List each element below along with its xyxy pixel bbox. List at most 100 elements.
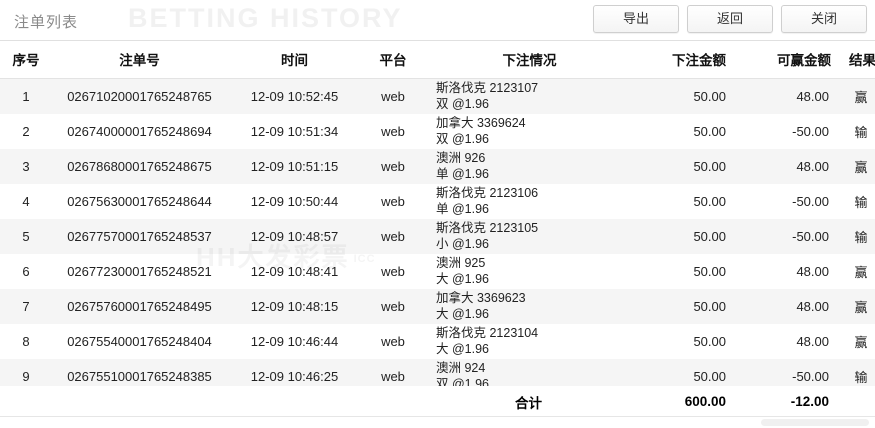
cell-index: 6 xyxy=(0,253,52,289)
bet-detail-wrapper: 加拿大 3369624 双 @1.96 xyxy=(436,114,623,149)
table-row[interactable]: 2 02674000001765248694 12-09 10:51:34 web 加拿… xyxy=(0,113,875,149)
watermark-top-text: BETTING HISTORY xyxy=(128,3,403,33)
cell-payout: 48.00 xyxy=(744,253,847,289)
page-title: 注单列表 xyxy=(14,14,79,31)
cell-index: 2 xyxy=(0,113,52,149)
cell-payout: 48.00 xyxy=(744,78,847,114)
bet-pick: 单 @1.96 xyxy=(436,202,489,216)
cell-platform: web xyxy=(362,253,424,289)
table-row[interactable]: 5 02677570001765248537 12-09 10:48:57 web 斯洛… xyxy=(0,218,875,254)
table-row[interactable]: 6 02677230001765248521 12-09 10:48:41 web 澳洲… xyxy=(0,253,875,289)
column-header-bet-detail[interactable]: 下注情况 xyxy=(424,41,633,79)
bet-pick: 大 @1.96 xyxy=(436,272,489,286)
cell-result: 赢 xyxy=(847,323,875,359)
bet-pick: 大 @1.96 xyxy=(436,307,489,321)
bet-detail-wrapper: 加拿大 3369623 大 @1.96 xyxy=(436,289,623,324)
bet-detail-wrapper: 澳洲 926 单 @1.96 xyxy=(436,149,623,184)
cell-order-no: 02674000001765248694 xyxy=(52,113,227,149)
cell-stake: 50.00 xyxy=(633,218,744,254)
cell-order-no: 02677570001765248537 xyxy=(52,218,227,254)
cell-payout: -50.00 xyxy=(744,183,847,219)
table-row[interactable]: 3 02678680001765248675 12-09 10:51:15 web 澳洲… xyxy=(0,148,875,184)
column-header-result[interactable]: 结果 xyxy=(847,41,875,79)
table-row[interactable]: 4 02675630001765248644 12-09 10:50:44 web 斯洛… xyxy=(0,183,875,219)
cell-payout: -50.00 xyxy=(744,113,847,149)
close-button[interactable]: 关闭 xyxy=(781,5,867,33)
column-header-stake[interactable]: 下注金额 xyxy=(633,41,744,79)
cell-bet-detail: 加拿大 3369623 大 @1.96 xyxy=(424,288,633,324)
cell-time: 12-09 10:46:44 xyxy=(227,323,362,359)
cell-stake: 50.00 xyxy=(633,288,744,324)
export-button[interactable]: 导出 xyxy=(593,5,679,33)
bet-game: 澳洲 925 xyxy=(436,256,486,270)
cell-payout: 48.00 xyxy=(744,148,847,184)
cell-result: 赢 xyxy=(847,148,875,184)
table-row[interactable]: 7 02675760001765248495 12-09 10:48:15 web 加拿… xyxy=(0,288,875,324)
cell-bet-detail: 斯洛伐克 2123107 双 @1.96 xyxy=(424,78,633,114)
table-body: 1 02671020001765248765 12-09 10:52:45 web 斯洛… xyxy=(0,78,875,394)
cell-bet-detail: 斯洛伐克 2123106 单 @1.96 xyxy=(424,183,633,219)
cell-result: 输 xyxy=(847,113,875,149)
bet-detail-wrapper: 斯洛伐克 2123105 小 @1.96 xyxy=(436,219,623,254)
bet-game: 加拿大 3369624 xyxy=(436,116,526,130)
cell-time: 12-09 10:51:34 xyxy=(227,113,362,149)
betting-history-table-container[interactable]: 序号 注单号 时间 平台 下注情况 下注金额 可赢金额 结果 1 02671020… xyxy=(0,41,875,428)
totals-payout-value: -12.00 xyxy=(790,394,829,409)
bet-pick: 双 @1.96 xyxy=(436,97,489,111)
cell-payout: 48.00 xyxy=(744,323,847,359)
cell-payout: -50.00 xyxy=(744,218,847,254)
totals-label: 合计 xyxy=(515,395,542,411)
cell-time: 12-09 10:48:57 xyxy=(227,218,362,254)
column-header-time[interactable]: 时间 xyxy=(227,41,362,79)
table-row[interactable]: 8 02675540001765248404 12-09 10:46:44 web 斯洛… xyxy=(0,323,875,359)
bet-game: 加拿大 3369623 xyxy=(436,291,526,305)
window-titlebar: 注单列表 BETTING HISTORY 导出 返回 关闭 xyxy=(0,0,875,41)
cell-index: 5 xyxy=(0,218,52,254)
bet-game: 澳洲 926 xyxy=(436,151,486,165)
cell-stake: 50.00 xyxy=(633,113,744,149)
cell-platform: web xyxy=(362,113,424,149)
cell-order-no: 02675630001765248644 xyxy=(52,183,227,219)
cell-bet-detail: 斯洛伐克 2123104 大 @1.96 xyxy=(424,323,633,359)
cell-platform: web xyxy=(362,148,424,184)
cell-bet-detail: 加拿大 3369624 双 @1.96 xyxy=(424,113,633,149)
cell-result: 输 xyxy=(847,218,875,254)
bet-game: 斯洛伐克 2123104 xyxy=(436,326,539,340)
column-header-index[interactable]: 序号 xyxy=(0,41,52,79)
back-button[interactable]: 返回 xyxy=(687,5,773,33)
cell-platform: web xyxy=(362,218,424,254)
table-row[interactable]: 1 02671020001765248765 12-09 10:52:45 web 斯洛… xyxy=(0,78,875,114)
bet-game: 斯洛伐克 2123107 xyxy=(436,81,539,95)
cell-platform: web xyxy=(362,183,424,219)
bet-pick: 小 @1.96 xyxy=(436,237,489,251)
bet-game: 斯洛伐克 2123105 xyxy=(436,221,539,235)
bet-detail-wrapper: 斯洛伐克 2123107 双 @1.96 xyxy=(436,79,623,114)
column-header-platform[interactable]: 平台 xyxy=(362,41,424,79)
table-header-row: 序号 注单号 时间 平台 下注情况 下注金额 可赢金额 结果 xyxy=(0,41,875,79)
cell-bet-detail: 澳洲 926 单 @1.96 xyxy=(424,148,633,184)
cell-index: 4 xyxy=(0,183,52,219)
cell-stake: 50.00 xyxy=(633,253,744,289)
column-header-payout[interactable]: 可赢金额 xyxy=(744,41,847,79)
cell-time: 12-09 10:48:41 xyxy=(227,253,362,289)
column-header-order-no[interactable]: 注单号 xyxy=(52,41,227,79)
horizontal-scrollbar[interactable] xyxy=(761,419,869,426)
bet-detail-wrapper: 澳洲 925 大 @1.96 xyxy=(436,254,623,289)
bet-detail-wrapper: 斯洛伐克 2123106 单 @1.96 xyxy=(436,184,623,219)
cell-index: 8 xyxy=(0,323,52,359)
cell-order-no: 02671020001765248765 xyxy=(52,78,227,114)
bet-pick: 双 @1.96 xyxy=(436,132,489,146)
cell-bet-detail: 斯洛伐克 2123105 小 @1.96 xyxy=(424,218,633,254)
cell-time: 12-09 10:52:45 xyxy=(227,78,362,114)
cell-time: 12-09 10:48:15 xyxy=(227,288,362,324)
cell-index: 1 xyxy=(0,78,52,114)
cell-result: 赢 xyxy=(847,78,875,114)
totals-stake-value: 600.00 xyxy=(684,394,726,409)
cell-result: 赢 xyxy=(847,288,875,324)
cell-result: 赢 xyxy=(847,253,875,289)
cell-stake: 50.00 xyxy=(633,183,744,219)
toolbar-buttons: 导出 返回 关闭 xyxy=(593,5,867,33)
cell-order-no: 02678680001765248675 xyxy=(52,148,227,184)
cell-order-no: 02675760001765248495 xyxy=(52,288,227,324)
